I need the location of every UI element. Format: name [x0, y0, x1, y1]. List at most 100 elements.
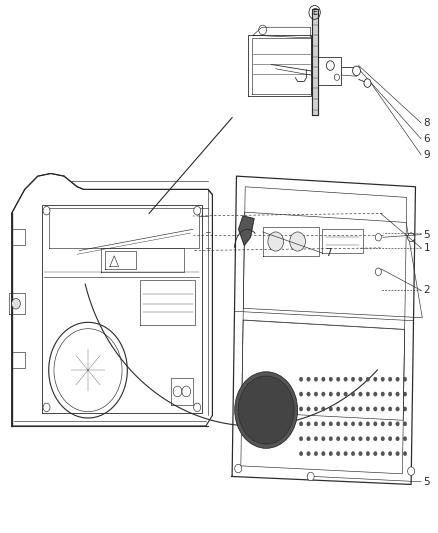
Circle shape: [408, 233, 415, 241]
Circle shape: [299, 422, 303, 426]
Circle shape: [359, 377, 362, 381]
Circle shape: [366, 392, 370, 396]
Circle shape: [374, 392, 377, 396]
Circle shape: [321, 422, 325, 426]
Circle shape: [375, 268, 381, 276]
Text: 2: 2: [424, 286, 430, 295]
Circle shape: [299, 451, 303, 456]
Circle shape: [307, 377, 310, 381]
Circle shape: [314, 407, 318, 411]
Circle shape: [329, 377, 332, 381]
Circle shape: [374, 422, 377, 426]
Polygon shape: [239, 216, 254, 245]
Circle shape: [299, 377, 303, 381]
Circle shape: [381, 407, 385, 411]
Circle shape: [314, 437, 318, 441]
Circle shape: [351, 422, 355, 426]
Circle shape: [321, 392, 325, 396]
Text: 1: 1: [424, 243, 430, 253]
Circle shape: [381, 422, 385, 426]
Circle shape: [366, 377, 370, 381]
Circle shape: [336, 392, 340, 396]
Circle shape: [307, 407, 310, 411]
Circle shape: [235, 464, 242, 473]
Circle shape: [366, 407, 370, 411]
Circle shape: [336, 451, 340, 456]
Circle shape: [329, 422, 332, 426]
Circle shape: [336, 422, 340, 426]
Circle shape: [329, 392, 332, 396]
Circle shape: [336, 407, 340, 411]
Circle shape: [314, 392, 318, 396]
Circle shape: [238, 376, 294, 444]
Circle shape: [366, 437, 370, 441]
Circle shape: [396, 451, 399, 456]
Circle shape: [307, 472, 314, 481]
Circle shape: [366, 451, 370, 456]
Circle shape: [314, 377, 318, 381]
Circle shape: [403, 437, 407, 441]
Circle shape: [396, 377, 399, 381]
Circle shape: [351, 392, 355, 396]
Circle shape: [344, 451, 347, 456]
Text: E: E: [312, 8, 317, 17]
Circle shape: [374, 407, 377, 411]
Circle shape: [329, 437, 332, 441]
Circle shape: [359, 407, 362, 411]
Circle shape: [344, 422, 347, 426]
Circle shape: [359, 437, 362, 441]
Circle shape: [299, 437, 303, 441]
Circle shape: [43, 206, 50, 215]
Circle shape: [344, 437, 347, 441]
Circle shape: [389, 407, 392, 411]
Circle shape: [359, 422, 362, 426]
Circle shape: [336, 377, 340, 381]
Circle shape: [403, 407, 407, 411]
Text: 5: 5: [424, 230, 430, 240]
Circle shape: [299, 392, 303, 396]
Circle shape: [307, 437, 310, 441]
Circle shape: [314, 451, 318, 456]
Text: 7: 7: [325, 248, 331, 258]
Circle shape: [381, 377, 385, 381]
Circle shape: [381, 451, 385, 456]
Circle shape: [403, 422, 407, 426]
Circle shape: [351, 437, 355, 441]
Circle shape: [396, 392, 399, 396]
Circle shape: [12, 298, 20, 309]
Circle shape: [403, 392, 407, 396]
Circle shape: [374, 377, 377, 381]
Circle shape: [326, 61, 334, 70]
Circle shape: [351, 377, 355, 381]
Circle shape: [344, 392, 347, 396]
Circle shape: [381, 437, 385, 441]
Circle shape: [396, 422, 399, 426]
Text: 5: 5: [424, 477, 430, 487]
Circle shape: [389, 437, 392, 441]
Circle shape: [353, 66, 360, 76]
Circle shape: [334, 74, 339, 80]
Circle shape: [336, 437, 340, 441]
Circle shape: [321, 451, 325, 456]
Circle shape: [374, 451, 377, 456]
Circle shape: [364, 79, 371, 87]
Circle shape: [359, 451, 362, 456]
Text: 8: 8: [424, 118, 430, 128]
Circle shape: [307, 451, 310, 456]
Circle shape: [314, 422, 318, 426]
Circle shape: [389, 451, 392, 456]
Circle shape: [396, 407, 399, 411]
Circle shape: [351, 407, 355, 411]
Circle shape: [344, 377, 347, 381]
Polygon shape: [311, 9, 318, 115]
Circle shape: [235, 372, 297, 448]
Text: 6: 6: [424, 134, 430, 144]
Circle shape: [329, 407, 332, 411]
Circle shape: [290, 232, 305, 251]
Circle shape: [194, 403, 201, 411]
Circle shape: [366, 422, 370, 426]
Circle shape: [403, 377, 407, 381]
Circle shape: [375, 233, 381, 241]
Circle shape: [389, 392, 392, 396]
Circle shape: [321, 407, 325, 411]
